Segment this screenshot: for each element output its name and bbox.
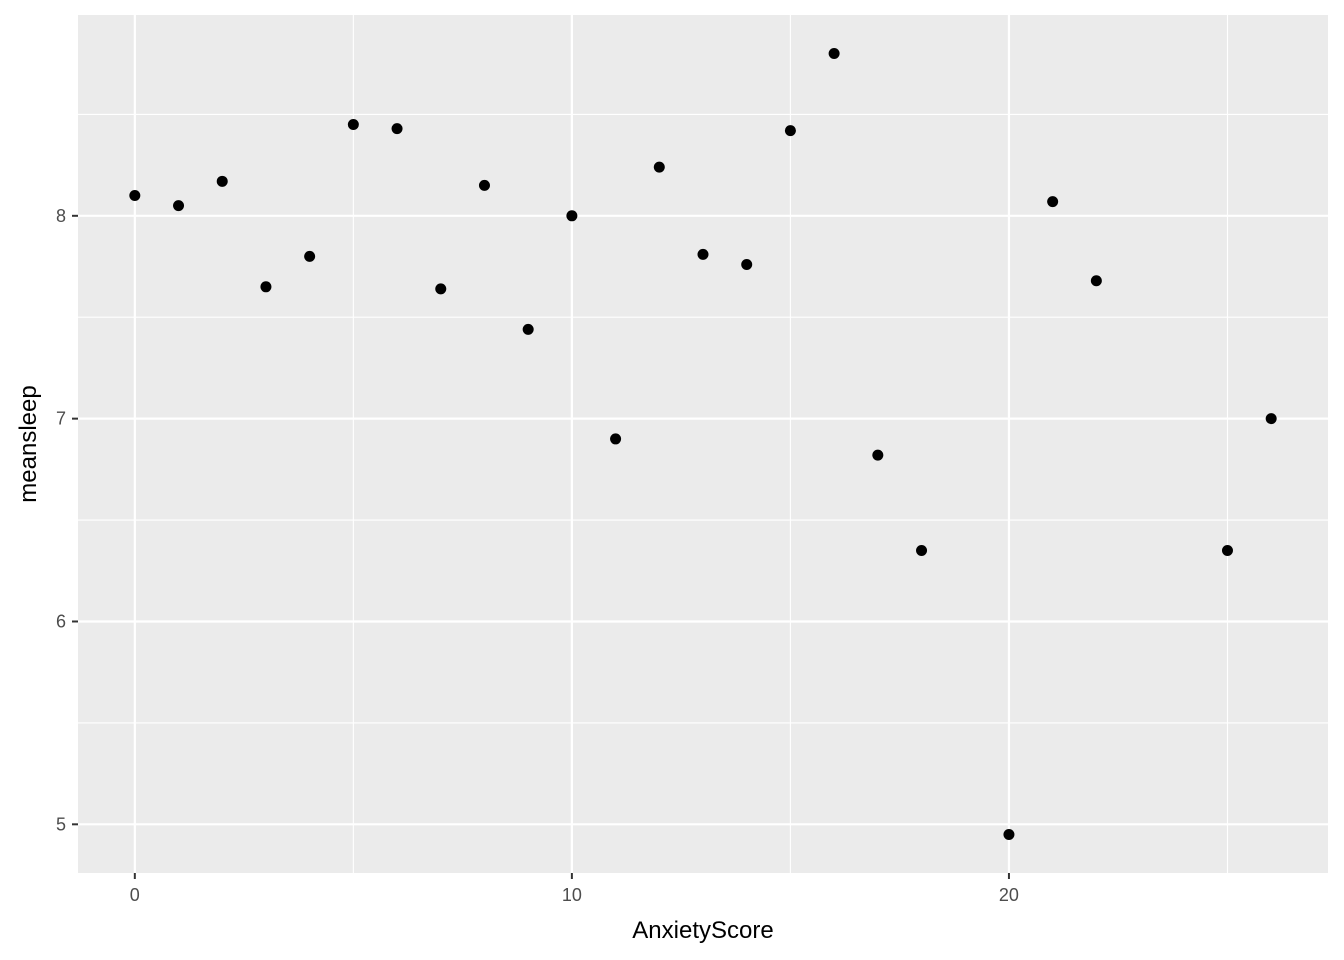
point (916, 544, 928, 556)
y-tick-label: 6 (56, 611, 66, 631)
point (741, 258, 753, 270)
y-axis-title: meansleep (15, 385, 42, 502)
point (872, 449, 884, 461)
point (610, 433, 622, 445)
point (1090, 275, 1102, 287)
point (784, 125, 796, 137)
x-axis-title: AnxietyScore (632, 917, 773, 944)
point (347, 119, 359, 131)
x-tick-label: 10 (562, 885, 582, 905)
point (435, 283, 447, 295)
x-tick-label: 0 (130, 885, 140, 905)
point (653, 161, 665, 173)
point (522, 323, 534, 335)
point (173, 200, 185, 212)
point (478, 179, 490, 191)
point (304, 250, 316, 262)
point (1265, 413, 1277, 425)
y-tick-label: 8 (56, 206, 66, 226)
y-tick-label: 5 (56, 814, 66, 834)
point (1047, 196, 1059, 208)
point (1221, 544, 1233, 556)
point (697, 248, 709, 260)
point (260, 281, 272, 293)
panel (78, 15, 1328, 873)
x-tick-label: 20 (999, 885, 1019, 905)
point (828, 48, 840, 60)
point (129, 190, 141, 202)
point (216, 175, 228, 187)
point (391, 123, 403, 135)
point (566, 210, 578, 222)
point (1003, 828, 1015, 840)
y-tick-label: 7 (56, 409, 66, 429)
